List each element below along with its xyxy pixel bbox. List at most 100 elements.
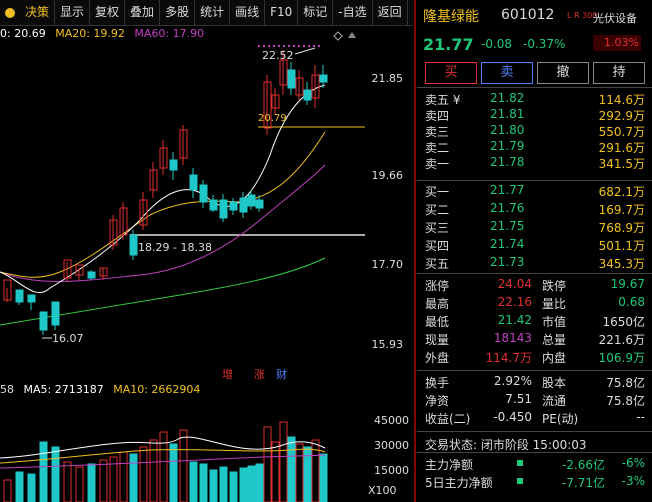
stat-label: 现量 — [425, 333, 450, 347]
volume-bar — [129, 453, 138, 502]
vol-legend: 58 MA5: 2713187 MA10: 2662904 — [0, 383, 206, 396]
price-axis-label: 21.85 — [372, 72, 404, 85]
volume-bar — [239, 467, 248, 502]
toolbar-item[interactable]: 返回 — [373, 0, 408, 25]
ma60-value: MA60: 17.90 — [134, 27, 205, 40]
order-label: 买一 — [425, 185, 450, 199]
flow-pct: -3% — [621, 474, 645, 488]
volume-bar — [255, 463, 264, 502]
divider — [417, 431, 652, 432]
stat-value: 21.42 — [497, 313, 532, 327]
toolbar-item[interactable]: 多股 — [160, 0, 196, 25]
stat-value: -- — [636, 410, 645, 424]
sector-name[interactable]: 光伏设备 — [593, 12, 637, 25]
toolbar-item[interactable]: 复权 — [90, 0, 126, 25]
marker-zeng: 增 — [222, 367, 233, 380]
order-volume: 292.9万 — [598, 109, 645, 123]
stat-label: 收益(二) — [425, 412, 471, 426]
ma20-value: MA20: 19.92 — [55, 27, 125, 40]
stat-label: 总量 — [542, 333, 567, 347]
ma10-value: 0: 20.69 — [0, 27, 46, 40]
volume-bar — [295, 443, 304, 502]
candle-body — [199, 184, 208, 203]
cancel-button[interactable]: 撤 — [537, 62, 589, 84]
stat-label: 市值 — [542, 315, 567, 329]
toolbar-item[interactable]: 标记 — [298, 0, 334, 25]
stat-label: 跌停 — [542, 279, 567, 293]
volume-bar — [51, 446, 60, 502]
flow-value: -2.66亿 — [561, 458, 605, 472]
stat-label: 净资 — [425, 394, 450, 408]
toolbar-item[interactable]: 显示 — [55, 0, 91, 25]
toolbar-item[interactable]: 统计 — [195, 0, 231, 25]
volume-bar — [139, 446, 148, 502]
order-price: 21.80 — [490, 123, 525, 137]
vol-axis-label: 45000 — [374, 414, 409, 427]
candle-body — [63, 259, 72, 279]
sell-button[interactable]: 卖 — [481, 62, 533, 84]
volume-bar — [199, 463, 208, 502]
candle-body — [295, 77, 304, 96]
candle-body — [287, 69, 296, 89]
volume-bar — [287, 436, 296, 502]
flow-value: -7.71亿 — [561, 476, 605, 490]
vol-ma5: MA5: 2713187 — [23, 383, 104, 396]
decision-icon — [5, 7, 15, 18]
volume-bar — [229, 471, 238, 502]
line-price-annotation: 20.79 — [258, 113, 287, 124]
volume-bar — [75, 466, 84, 502]
toolbar-item[interactable]: 画线 — [230, 0, 266, 25]
price-axis-label: 19.66 — [372, 169, 404, 182]
candle-body — [119, 207, 128, 236]
kline-chart[interactable]: 21.85 19.66 17.70 15.93 22.52 20.79 18.2… — [0, 40, 413, 380]
candles — [3, 50, 328, 335]
volume-bar — [169, 443, 178, 502]
volume-bar — [247, 465, 256, 502]
candle-body — [109, 219, 118, 246]
divider — [417, 370, 652, 371]
order-price: 21.78 — [490, 155, 525, 169]
toolbar-item[interactable]: 叠加 — [125, 0, 161, 25]
vol-unit: X100 — [368, 484, 397, 497]
stock-name: 隆基绿能 — [423, 9, 479, 25]
order-volume: 345.3万 — [598, 257, 645, 271]
current-price: 21.77 — [423, 35, 474, 54]
scroll-up-icon[interactable] — [347, 30, 357, 42]
buy-button[interactable]: 买 — [425, 62, 477, 84]
stat-value: 7.51 — [505, 392, 532, 406]
candle-body — [263, 81, 272, 129]
stat-value: 22.16 — [497, 295, 532, 309]
order-volume: 291.6万 — [598, 141, 645, 155]
stat-label: 外盘 — [425, 351, 450, 365]
candle-body — [229, 201, 238, 211]
toolbar-item[interactable]: -自选 — [333, 0, 373, 25]
order-volume: 550.7万 — [598, 125, 645, 139]
volume-bar — [109, 456, 118, 502]
volume-bar — [263, 426, 272, 502]
volume-bar — [3, 479, 12, 502]
stat-label: 最低 — [425, 315, 450, 329]
toolbar-item[interactable]: 决策 — [20, 0, 56, 25]
vol-axis-label: 15000 — [374, 464, 409, 477]
volume-bar — [279, 421, 288, 502]
flow-pct: -6% — [621, 456, 645, 470]
candle-body — [129, 234, 138, 256]
stat-label: PE(动) — [542, 412, 579, 426]
order-label: 卖四 — [425, 109, 450, 123]
panel-divider — [414, 0, 416, 502]
order-volume: 768.9万 — [598, 221, 645, 235]
stat-value: 75.8亿 — [606, 376, 645, 390]
stat-value: 106.9万 — [598, 351, 645, 365]
stat-value: 2.92% — [493, 374, 532, 388]
volume-chart[interactable]: 45000 30000 15000 X100 — [0, 398, 413, 502]
order-price: 21.76 — [490, 201, 525, 215]
order-price: 21.77 — [490, 183, 525, 197]
order-volume: 169.7万 — [598, 203, 645, 217]
hold-button[interactable]: 持 — [593, 62, 645, 84]
vol-axis-label: 30000 — [374, 439, 409, 452]
candle-body — [247, 194, 256, 207]
diamond-icon[interactable] — [333, 31, 343, 41]
order-volume: 341.5万 — [598, 157, 645, 171]
volume-bar — [179, 429, 188, 502]
toolbar-item[interactable]: F10 — [265, 0, 299, 25]
